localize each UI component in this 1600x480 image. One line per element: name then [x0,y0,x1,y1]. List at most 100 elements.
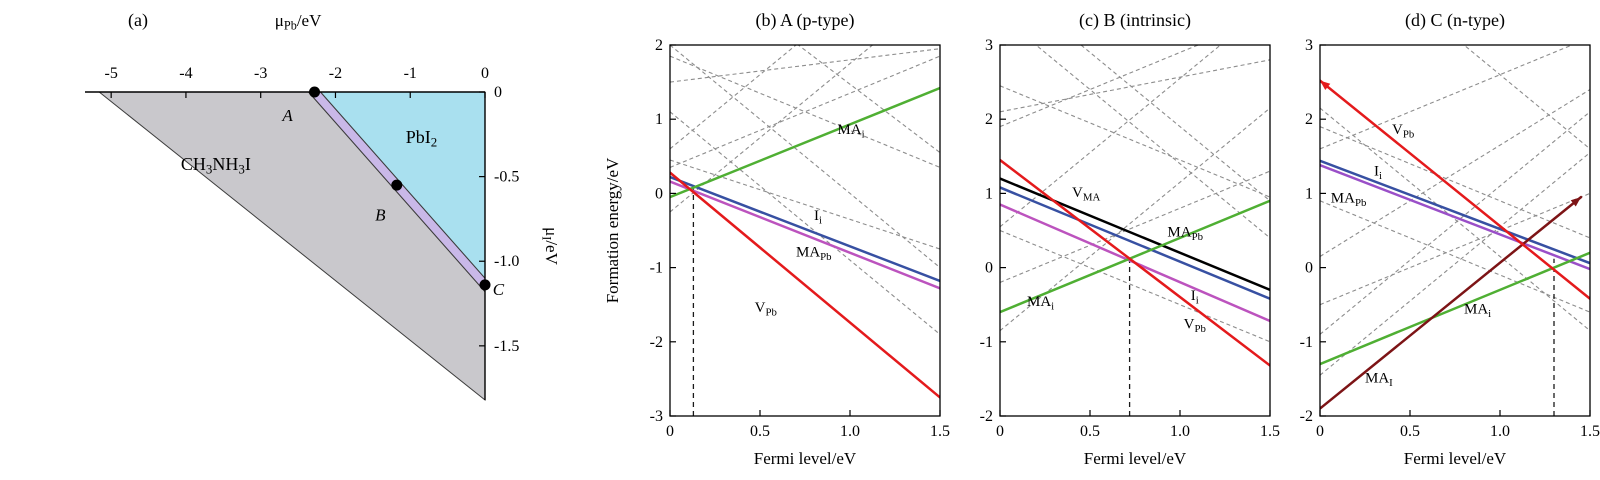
label-part: i [1196,295,1199,307]
label-part: 1.5 [1260,423,1280,440]
background-defect-line [1320,107,1590,332]
background-defect-line [670,111,940,335]
region-label-CH3NH3I: CH3NH3I [181,154,251,177]
label-part: 1.0 [1490,423,1510,440]
y-tick-label: -2 [650,334,663,351]
background-defect-line [670,45,940,269]
background-defect-line [1463,45,1590,150]
x-tick-label: 0.5 [1080,423,1100,440]
series-line-MA-Pb [1320,163,1590,271]
background-defect-line [1320,89,1590,257]
right-tick-label: 0 [494,84,502,101]
plot-area [1320,45,1590,416]
point-label-C: C [493,280,505,299]
background-defect-line [1000,229,1270,343]
point-C [479,279,491,291]
series-line-I-i [670,175,940,283]
plot-area [1000,45,1270,416]
background-defect-line [1320,45,1574,150]
background-defect-line [1320,111,1590,335]
y-tick-label: 0 [655,185,663,202]
region-label-PbI2: PbI2 [406,127,438,150]
series-line-V-MA [1000,177,1270,292]
label-part: 0 [1305,260,1313,277]
label-part: -2 [1300,408,1313,425]
y-tick-label: 2 [1305,111,1313,128]
y-tick-label: 2 [655,37,663,54]
label-part: Pb [765,307,776,319]
y-tick-label: 1 [1305,185,1313,202]
series-line-MA-i [1000,199,1270,314]
background-defect-line [1000,59,1270,113]
y-tick-label: 3 [985,37,993,54]
label-part: Pb [1194,323,1205,335]
label-part: Pb [1355,197,1366,209]
panel-a-phase-diagram: CH3NH3I PbI2 -5 -4 -3 -2 -1 0 μPb/eV 0 -0.5 -1.0 -1.… [30,0,570,480]
right-tick-label: -1.0 [494,253,519,270]
series-line-MA-Pb [670,180,940,290]
label-part: -4 [179,65,192,82]
series-line-V-Pb [670,171,940,399]
label-part: 2 [431,134,437,149]
label-part: I [814,208,819,224]
series-label-MA-Pb: MAPb [1331,190,1367,209]
panel-c-intrinsic-chart: 0 0.5 1.0 1.5 -2 -1 0 1 2 3 VMA MAPb Ii MAi VPb (c) B (… [952,0,1282,480]
y-tick-label: 2 [985,111,993,128]
label-part: -1 [650,260,663,277]
label-part: MA [1365,371,1389,387]
label-part: -3 [254,65,267,82]
x-tick-label: 1.0 [1490,423,1510,440]
label-part: 1.5 [930,423,950,440]
series-label-MA-i: MAi [1464,302,1491,321]
x-tick-label: 0 [996,423,1004,440]
label-part: 2 [985,111,993,128]
panel-title: (d) C (n-type) [1405,10,1505,31]
label-part: μ [542,227,561,236]
background-defect-line [670,159,940,250]
label-part: 0.5 [1400,423,1420,440]
label-part: Fermi level/eV [1084,449,1187,468]
label-part: I [1374,164,1379,180]
label-part: 0 [655,185,663,202]
label-part: -1 [404,65,417,82]
label-part: Pb [820,251,831,263]
label-part: PbI [406,127,431,147]
top-tick-label: -4 [179,65,192,82]
label-part: i [1379,170,1382,182]
label-part: V [755,300,766,316]
series-label-MA-I: MAI [1365,371,1393,390]
label-part: B [375,206,386,225]
label-part: Pb [1192,231,1203,243]
y-tick-label: 1 [985,185,993,202]
label-part: I [1191,288,1196,304]
top-tick-label: 0 [481,65,489,82]
panel-b-ptype-chart: 0 0.5 1.0 1.5 -3 -2 -1 0 1 2 MAPb Ii MAi VPb (b) A (p-… [600,0,950,480]
top-tick-label: -3 [254,65,267,82]
y-axis-label: Formation energy/eV [603,157,622,303]
x-tick-label: 1.5 [1580,423,1600,440]
top-tick-label: -5 [105,65,118,82]
series-label-V-Pb: VPb [755,300,777,319]
label-part: 2 [1305,111,1313,128]
label-part: MA [1464,302,1488,318]
point-A [309,86,321,98]
label-part: -3 [650,408,663,425]
label-part: MA [1083,192,1101,204]
label-part: 1.5 [1580,423,1600,440]
x-tick-label: 1.0 [840,423,860,440]
background-defect-line [1035,45,1270,239]
top-tick-label: -2 [329,65,342,82]
x-axis-label: Fermi level/eV [1404,449,1507,468]
x-tick-label: 0.5 [1400,423,1420,440]
series-line-MA-i [670,86,940,199]
label-part: -2 [980,408,993,425]
label-part: Pb [1403,129,1414,141]
y-tick-label: 3 [1305,37,1313,54]
label-part: (a) [128,10,148,31]
top-axis-label: μPb/eV [275,11,322,33]
